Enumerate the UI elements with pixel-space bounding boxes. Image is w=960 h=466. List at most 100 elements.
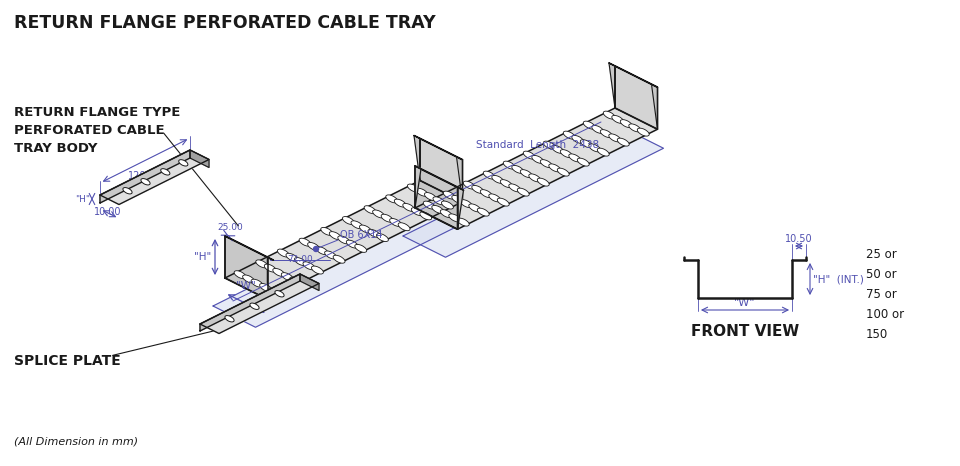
Ellipse shape [584, 121, 595, 129]
Ellipse shape [444, 191, 455, 199]
Text: 25 or
50 or
75 or
100 or
150: 25 or 50 or 75 or 100 or 150 [866, 248, 904, 341]
Text: OB 6X14: OB 6X14 [340, 230, 382, 240]
Ellipse shape [403, 203, 415, 212]
Ellipse shape [338, 236, 349, 244]
Ellipse shape [411, 208, 423, 216]
Ellipse shape [561, 150, 572, 158]
Polygon shape [200, 274, 319, 334]
Ellipse shape [503, 161, 516, 169]
Ellipse shape [569, 154, 581, 162]
Polygon shape [100, 150, 190, 203]
Ellipse shape [523, 151, 535, 159]
Ellipse shape [300, 238, 311, 246]
Text: "W": "W" [734, 298, 756, 308]
Ellipse shape [359, 225, 372, 233]
Ellipse shape [314, 247, 319, 252]
Ellipse shape [512, 165, 524, 173]
Text: 25.00: 25.00 [217, 224, 243, 233]
Polygon shape [609, 63, 615, 108]
Text: "H": "H" [75, 194, 90, 204]
Ellipse shape [329, 232, 341, 240]
Polygon shape [200, 274, 300, 331]
Ellipse shape [532, 155, 543, 164]
Ellipse shape [441, 210, 452, 218]
Ellipse shape [591, 125, 604, 133]
Ellipse shape [483, 171, 495, 179]
Ellipse shape [273, 268, 285, 276]
Polygon shape [213, 199, 468, 327]
Ellipse shape [600, 130, 612, 137]
Ellipse shape [160, 169, 170, 175]
Ellipse shape [268, 288, 280, 296]
Ellipse shape [492, 175, 504, 183]
Ellipse shape [123, 188, 132, 194]
Ellipse shape [290, 277, 301, 285]
Ellipse shape [457, 218, 469, 226]
Ellipse shape [324, 251, 337, 259]
Ellipse shape [620, 120, 633, 128]
Ellipse shape [564, 131, 575, 139]
Ellipse shape [460, 199, 472, 208]
Ellipse shape [420, 212, 432, 220]
Ellipse shape [243, 275, 254, 283]
Ellipse shape [471, 185, 484, 193]
Ellipse shape [637, 128, 649, 136]
Ellipse shape [316, 247, 328, 255]
Ellipse shape [295, 258, 306, 266]
Ellipse shape [572, 136, 584, 144]
Ellipse shape [303, 262, 315, 270]
Polygon shape [225, 236, 268, 299]
Text: RETURN FLANGE PERFORATED CABLE TRAY: RETURN FLANGE PERFORATED CABLE TRAY [14, 14, 436, 32]
Ellipse shape [407, 184, 420, 192]
Ellipse shape [464, 181, 475, 189]
Ellipse shape [368, 229, 380, 237]
Polygon shape [415, 108, 658, 229]
Ellipse shape [386, 195, 397, 203]
Ellipse shape [376, 233, 389, 241]
Ellipse shape [275, 291, 284, 297]
Polygon shape [225, 180, 463, 299]
Ellipse shape [617, 138, 629, 146]
Ellipse shape [416, 188, 428, 196]
Ellipse shape [307, 242, 320, 250]
Ellipse shape [398, 223, 410, 231]
Polygon shape [403, 127, 663, 257]
Ellipse shape [442, 201, 453, 209]
Ellipse shape [395, 199, 406, 207]
Ellipse shape [480, 190, 492, 198]
Ellipse shape [517, 188, 529, 196]
Ellipse shape [179, 160, 188, 166]
Ellipse shape [432, 206, 444, 213]
Ellipse shape [381, 214, 393, 222]
Polygon shape [225, 236, 274, 260]
Ellipse shape [351, 221, 363, 229]
Ellipse shape [281, 273, 293, 281]
Ellipse shape [423, 201, 435, 209]
Text: RETURN FLANGE TYPE
PERFORATED CABLE
TRAY BODY: RETURN FLANGE TYPE PERFORATED CABLE TRAY… [14, 106, 180, 155]
Text: SPLICE PLATE: SPLICE PLATE [14, 354, 121, 368]
Polygon shape [414, 136, 463, 160]
Ellipse shape [468, 204, 481, 212]
Ellipse shape [597, 148, 610, 156]
Ellipse shape [497, 198, 509, 206]
Ellipse shape [580, 140, 592, 148]
Ellipse shape [255, 260, 268, 268]
Text: (All Dimension in mm): (All Dimension in mm) [14, 436, 138, 446]
Ellipse shape [549, 164, 561, 172]
Ellipse shape [321, 227, 333, 235]
Ellipse shape [477, 208, 490, 216]
Polygon shape [190, 150, 209, 167]
Ellipse shape [558, 168, 569, 176]
Ellipse shape [520, 170, 532, 178]
Ellipse shape [540, 160, 552, 168]
Polygon shape [652, 84, 658, 129]
Ellipse shape [364, 206, 376, 214]
Ellipse shape [225, 315, 234, 322]
Text: Standard  Length  2438: Standard Length 2438 [476, 141, 599, 151]
Text: 10.50: 10.50 [785, 234, 813, 244]
Ellipse shape [333, 255, 345, 263]
Polygon shape [415, 166, 458, 229]
Ellipse shape [250, 303, 259, 309]
Ellipse shape [452, 195, 464, 203]
Ellipse shape [509, 184, 520, 192]
